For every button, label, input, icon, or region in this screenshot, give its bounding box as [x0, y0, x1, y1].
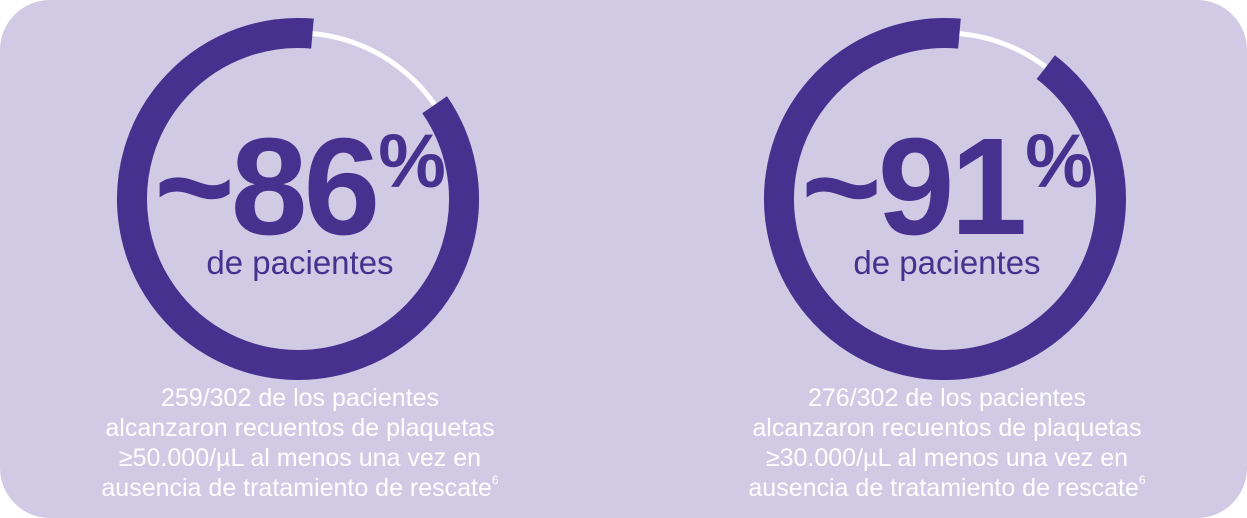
stat-number: 86	[230, 110, 380, 264]
stat-value: ~86%	[20, 118, 580, 256]
percent-sign: %	[1025, 119, 1093, 204]
caption-line: alcanzaron recuentos de plaquetas	[752, 414, 1142, 442]
caption-line: 259/302 de los pacientes	[161, 384, 439, 412]
stat-caption: 259/302 de los pacientes alcanzaron recu…	[20, 383, 580, 503]
progress-ring	[764, 18, 1126, 380]
caption-line: ≥50.000/µL al menos una vez en	[118, 444, 482, 472]
stat-value: ~91%	[667, 118, 1227, 256]
progress-ring	[117, 18, 479, 380]
stat-tilde: ~	[154, 110, 235, 264]
footnote-marker: 6	[1138, 473, 1146, 487]
stat-card-91: ~91% de pacientes 276/302 de los pacient…	[667, 0, 1227, 518]
percent-sign: %	[378, 119, 446, 204]
caption-line: 276/302 de los pacientes	[808, 384, 1086, 412]
caption-line: ausencia de tratamiento de rescate6	[748, 473, 1146, 502]
stat-label: de pacientes	[206, 244, 394, 281]
stat-label: de pacientes	[853, 244, 1041, 281]
stat-caption: 276/302 de los pacientes alcanzaron recu…	[667, 383, 1227, 503]
stat-number: 91	[877, 110, 1027, 264]
caption-line: ausencia de tratamiento de rescate6	[101, 473, 499, 502]
caption-line: alcanzaron recuentos de plaquetas	[105, 414, 495, 442]
caption-line: ≥30.000/µL al menos una vez en	[765, 444, 1129, 472]
ring-arc	[764, 18, 1126, 380]
stat-card-86: ~86% de pacientes 259/302 de los pacient…	[20, 0, 580, 518]
stat-tilde: ~	[801, 110, 882, 264]
ring-arc	[117, 18, 479, 380]
footnote-marker: 6	[491, 473, 499, 487]
